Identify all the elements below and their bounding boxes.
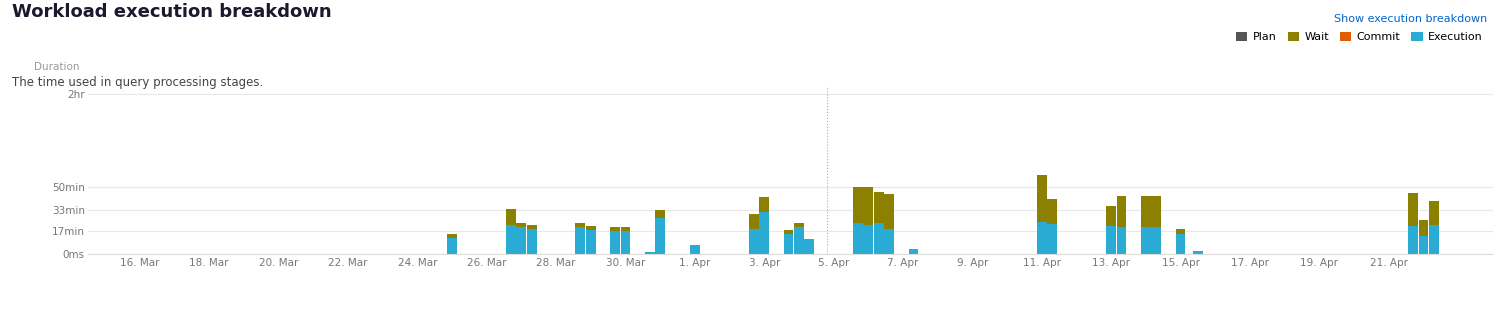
Bar [1106, 226, 1117, 254]
Bar [586, 226, 595, 230]
Bar [621, 227, 630, 231]
Bar [804, 239, 814, 254]
Bar [1047, 199, 1058, 224]
Bar [1151, 227, 1160, 254]
Bar [1408, 226, 1417, 254]
Text: The time used in query processing stages.: The time used in query processing stages… [12, 76, 263, 89]
Bar [621, 231, 630, 254]
Bar [610, 227, 620, 231]
Text: Duration: Duration [35, 62, 80, 72]
Bar [517, 223, 526, 227]
Bar [908, 249, 919, 254]
Bar [1194, 251, 1203, 254]
Bar [1141, 227, 1151, 254]
Bar [1037, 222, 1047, 254]
Bar [760, 197, 769, 212]
Text: Show execution breakdown: Show execution breakdown [1334, 14, 1487, 24]
Bar [1037, 175, 1047, 222]
Bar [854, 187, 863, 223]
Bar [1176, 234, 1186, 254]
Legend: Plan, Wait, Commit, Execution: Plan, Wait, Commit, Execution [1231, 27, 1487, 47]
Bar [506, 225, 515, 254]
Bar [447, 234, 456, 238]
Bar [527, 229, 536, 254]
Bar [795, 227, 804, 254]
Bar [863, 187, 873, 225]
Bar [576, 223, 585, 227]
Bar [854, 223, 863, 254]
Bar [1117, 196, 1127, 227]
Bar [1047, 224, 1058, 254]
Bar [1419, 220, 1428, 236]
Bar [1141, 196, 1151, 227]
Bar [1151, 196, 1160, 227]
Bar [1429, 201, 1438, 225]
Bar [656, 210, 665, 218]
Bar [873, 192, 884, 223]
Text: Workload execution breakdown: Workload execution breakdown [12, 3, 332, 21]
Bar [795, 223, 804, 227]
Bar [691, 245, 700, 254]
Bar [656, 218, 665, 254]
Bar [760, 212, 769, 254]
Bar [749, 229, 759, 254]
Bar [1106, 206, 1117, 226]
Bar [527, 225, 536, 229]
Bar [784, 230, 793, 234]
Bar [1429, 225, 1438, 254]
Bar [784, 234, 793, 254]
Bar [884, 194, 895, 229]
Bar [749, 214, 759, 229]
Bar [517, 227, 526, 254]
Bar [873, 223, 884, 254]
Bar [884, 229, 895, 254]
Bar [586, 230, 595, 254]
Bar [1117, 227, 1127, 254]
Bar [1408, 193, 1417, 226]
Bar [1176, 229, 1186, 234]
Bar [610, 231, 620, 254]
Bar [645, 253, 654, 254]
Bar [576, 227, 585, 254]
Bar [447, 238, 456, 254]
Bar [506, 210, 515, 225]
Bar [1419, 236, 1428, 254]
Bar [863, 225, 873, 254]
